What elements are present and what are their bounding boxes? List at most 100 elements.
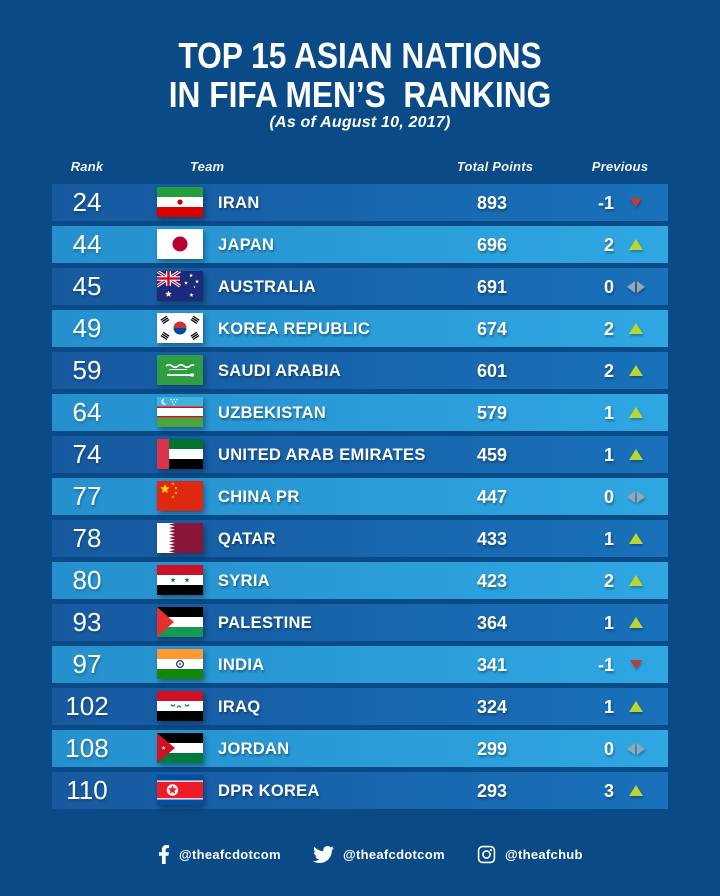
twitter-link: @theafcdotcom	[313, 841, 445, 867]
points-cell: 433	[476, 529, 508, 549]
instagram-icon	[477, 845, 496, 864]
trend-up-icon	[624, 562, 648, 599]
as-of-date: (As of August 10, 2017)	[269, 114, 451, 131]
social-footer: @theafcdotcom @theafcdotcom @theafchub	[0, 841, 720, 867]
team-name: JORDAN	[218, 740, 290, 758]
trend-up-icon	[624, 394, 648, 431]
team-name: KOREA REPUBLIC	[218, 320, 371, 338]
qatar-flag-icon	[157, 523, 203, 553]
points-cell: 423	[476, 571, 508, 591]
dpr-korea-flag-icon	[157, 775, 203, 805]
team-name: SYRIA	[218, 572, 270, 590]
trend-up-icon	[624, 604, 648, 641]
points-cell: 324	[476, 697, 508, 717]
team-name: CHINA PR	[218, 488, 300, 506]
table-row: 45 AUSTRALIA 691 0	[52, 268, 668, 305]
table-row: 24 IRAN 893 -1	[52, 184, 668, 221]
team-name: DPR KOREA	[218, 782, 320, 800]
rank-cell: 108	[65, 733, 109, 763]
jordan-flag-icon	[157, 733, 203, 763]
rank-cell: 74	[72, 439, 102, 469]
points-cell: 579	[476, 403, 508, 423]
rank-cell: 80	[72, 565, 102, 595]
rank-cell: 64	[72, 397, 102, 427]
points-cell: 341	[476, 655, 508, 675]
team-name: UZBEKISTAN	[218, 404, 327, 422]
team-name: PALESTINE	[218, 614, 313, 632]
previous-cell: 2	[603, 571, 614, 591]
instagram-handle: @theafchub	[505, 846, 583, 862]
china-flag-icon	[157, 481, 203, 511]
team-name: INDIA	[218, 656, 265, 674]
saudi-arabia-flag-icon	[157, 355, 203, 385]
previous-cell: 1	[603, 697, 614, 717]
previous-cell: 1	[603, 613, 614, 633]
team-name: JAPAN	[218, 236, 275, 254]
points-cell: 893	[476, 193, 508, 213]
team-name: UNITED ARAB EMIRATES	[218, 446, 426, 464]
facebook-link: @theafcdotcom	[158, 841, 281, 867]
previous-cell: 0	[603, 277, 614, 297]
table-row: 102 IRAQ 324 1	[52, 688, 668, 725]
instagram-link: @theafchub	[477, 841, 583, 867]
india-flag-icon	[157, 649, 203, 679]
trend-up-icon	[624, 688, 648, 725]
table-row: 64 UZBEKISTAN 579 1	[52, 394, 668, 431]
trend-up-icon	[624, 436, 648, 473]
points-cell: 601	[476, 361, 508, 381]
rank-cell: 45	[72, 271, 102, 301]
palestine-flag-icon	[157, 607, 203, 637]
korea-republic-flag-icon	[157, 313, 203, 343]
rank-cell: 102	[65, 691, 109, 721]
facebook-icon	[158, 844, 170, 864]
previous-cell: 0	[603, 487, 614, 507]
table-row: 108 JORDAN 299 0	[52, 730, 668, 767]
points-cell: 674	[476, 319, 508, 339]
uae-flag-icon	[157, 439, 203, 469]
trend-same-icon	[624, 268, 648, 305]
twitter-handle: @theafcdotcom	[343, 846, 445, 862]
table-row: 44 JAPAN 696 2	[52, 226, 668, 263]
trend-same-icon	[624, 478, 648, 515]
facebook-handle: @theafcdotcom	[179, 846, 281, 862]
australia-flag-icon	[157, 271, 203, 301]
column-header-points: Total Points	[456, 159, 534, 174]
rank-cell: 97	[72, 649, 102, 679]
previous-cell: 2	[603, 361, 614, 381]
points-cell: 696	[476, 235, 508, 255]
page-title-line2: IN FIFA MEN’S RANKING	[168, 74, 552, 115]
team-name: AUSTRALIA	[218, 278, 317, 296]
rank-cell: 110	[66, 775, 108, 805]
column-header-previous: Previous	[591, 159, 649, 174]
uzbekistan-flag-icon	[157, 397, 203, 427]
previous-cell: 2	[603, 235, 614, 255]
page-title: TOP 15 ASIAN NATIONS IN FIFA MEN’S RANKI…	[0, 36, 720, 114]
previous-cell: 3	[603, 781, 614, 801]
points-cell: 691	[476, 277, 508, 297]
column-header-rank: Rank	[70, 159, 104, 174]
rank-cell: 77	[72, 481, 102, 511]
trend-same-icon	[624, 730, 648, 767]
column-header-team: Team	[190, 159, 225, 174]
points-cell: 293	[476, 781, 508, 801]
table-row: 93 PALESTINE 364 1	[52, 604, 668, 641]
trend-up-icon	[624, 352, 648, 389]
previous-cell: 1	[603, 445, 614, 465]
previous-cell: -1	[597, 193, 614, 213]
table-row: 49 KOREA REPUBLIC 674 2	[52, 310, 668, 347]
rank-cell: 49	[72, 313, 102, 343]
points-cell: 364	[476, 613, 508, 633]
rank-cell: 93	[72, 607, 102, 637]
twitter-icon	[313, 844, 334, 865]
trend-up-icon	[624, 520, 648, 557]
previous-cell: 0	[603, 739, 614, 759]
previous-cell: -1	[597, 655, 614, 675]
previous-cell: 2	[603, 319, 614, 339]
table-row: 97 INDIA 341 -1	[52, 646, 668, 683]
table-row: 80 SYRIA 423 2	[52, 562, 668, 599]
iran-flag-icon	[157, 187, 203, 217]
rank-cell: 24	[72, 187, 102, 217]
points-cell: 299	[476, 739, 508, 759]
japan-flag-icon	[157, 229, 203, 259]
